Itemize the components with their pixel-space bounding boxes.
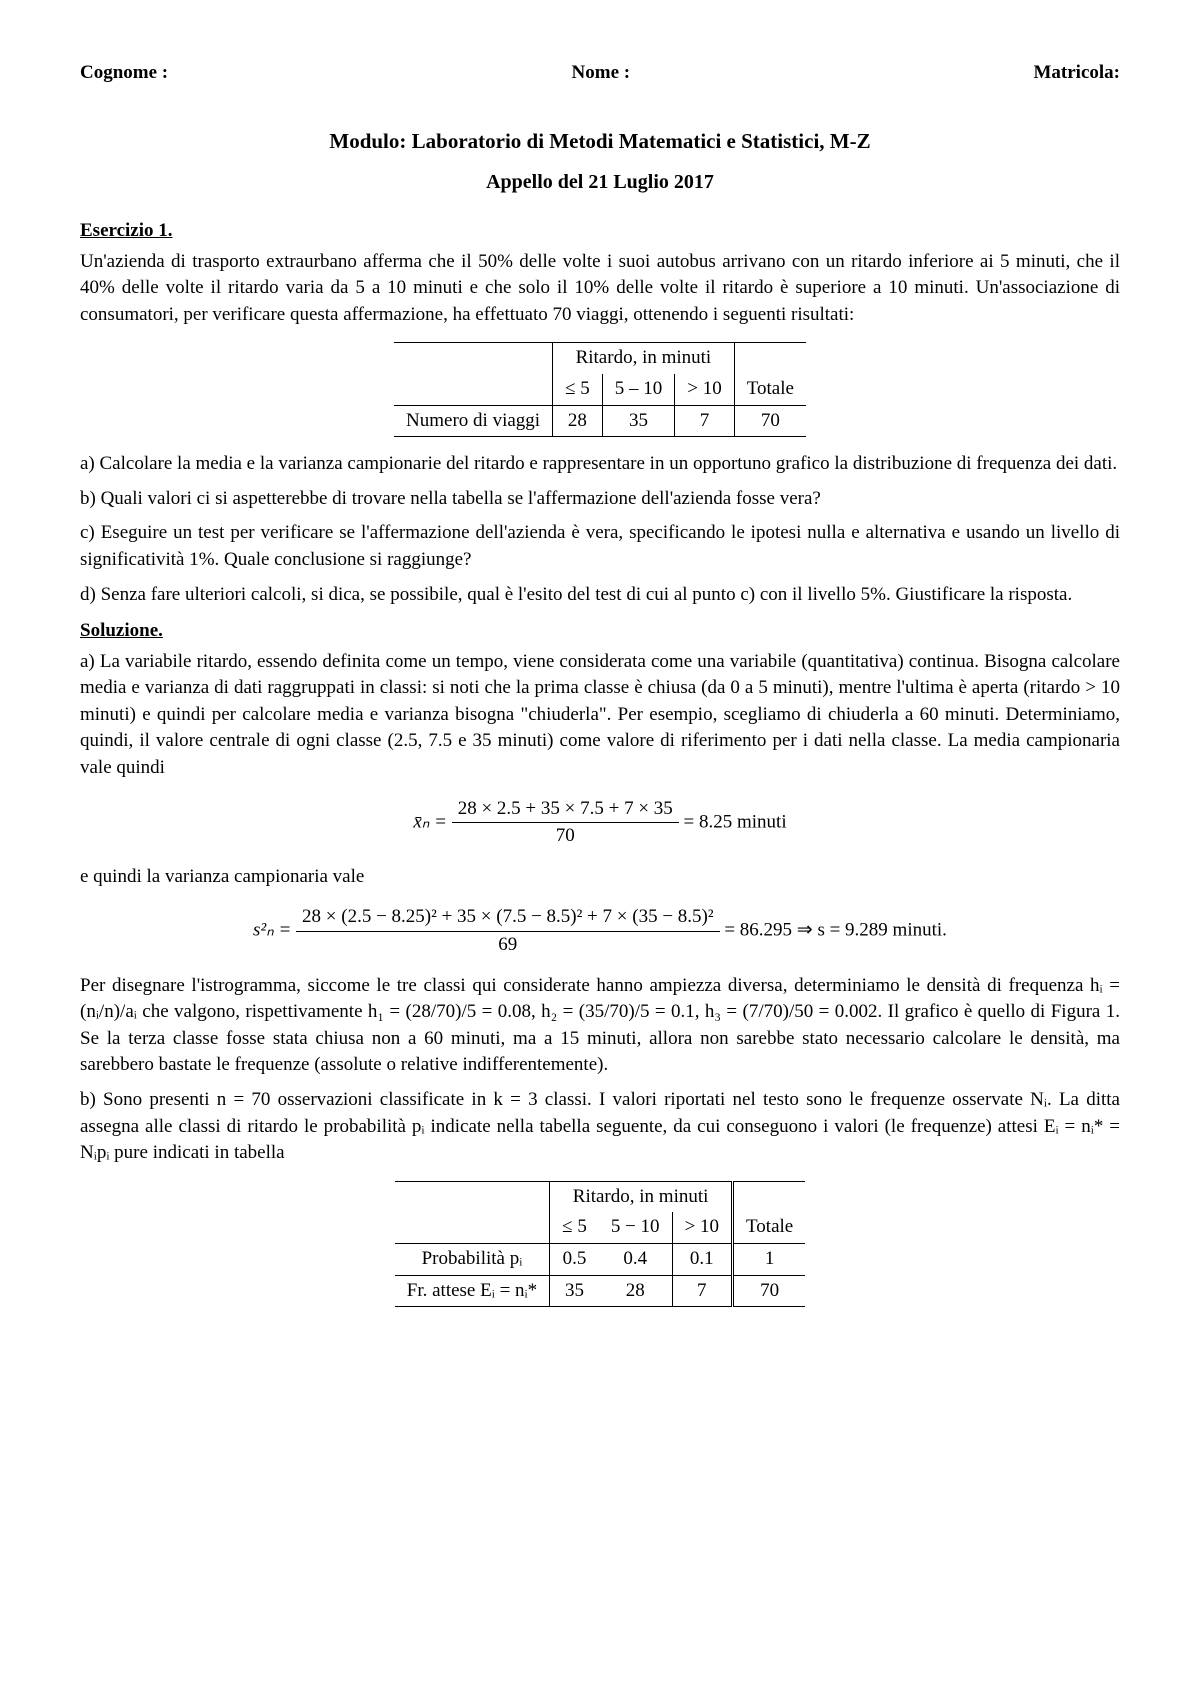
mean-rhs: = 8.25 minuti bbox=[684, 811, 787, 832]
var-rhs: = 86.295 ⇒ s = 9.289 minuti. bbox=[724, 920, 947, 941]
expected-table: Ritardo, in minuti ≤ 5 5 − 10 > 10 Total… bbox=[395, 1181, 805, 1307]
table2-r2-v3: 70 bbox=[733, 1275, 806, 1307]
table1-col1: 5 – 10 bbox=[602, 374, 675, 405]
var-lhs: s²ₙ = bbox=[253, 920, 291, 941]
question-b: b) Quali valori ci si aspetterebbe di tr… bbox=[80, 486, 1120, 513]
module-title: Modulo: Laboratorio di Metodi Matematici… bbox=[80, 127, 1120, 156]
table2-r2-v0: 35 bbox=[550, 1275, 599, 1307]
cognome-label: Cognome : bbox=[80, 60, 168, 87]
question-d: d) Senza fare ulteriori calcoli, si dica… bbox=[80, 582, 1120, 609]
var-fraction: 28 × (2.5 − 8.25)² + 35 × (7.5 − 8.5)² +… bbox=[296, 904, 720, 958]
table2-col2: > 10 bbox=[672, 1212, 732, 1243]
table2-r2-v1: 28 bbox=[599, 1275, 672, 1307]
mean-formula: x̄ₙ = 28 × 2.5 + 35 × 7.5 + 7 × 35 70 = … bbox=[80, 796, 1120, 850]
table2-top-header: Ritardo, in minuti bbox=[550, 1181, 733, 1212]
mean-num: 28 × 2.5 + 35 × 7.5 + 7 × 35 bbox=[452, 796, 679, 824]
matricola-label: Matricola: bbox=[1033, 60, 1120, 87]
table2-r1-label: Probabilità pᵢ bbox=[395, 1243, 550, 1275]
var-intro: e quindi la varianza campionaria vale bbox=[80, 864, 1120, 891]
histogram-text: Per disegnare l'istrogramma, siccome le … bbox=[80, 973, 1120, 1079]
table1-v1: 35 bbox=[602, 405, 675, 437]
exercise-intro: Un'azienda di trasporto extraurbano affe… bbox=[80, 249, 1120, 329]
exercise-heading: Esercizio 1. bbox=[80, 218, 1120, 245]
table2-col1: 5 − 10 bbox=[599, 1212, 672, 1243]
solution-b-text: b) Sono presenti n = 70 osservazioni cla… bbox=[80, 1087, 1120, 1167]
var-den: 69 bbox=[296, 932, 720, 959]
table1-v3: 70 bbox=[734, 405, 806, 437]
solution-a-text: a) La variabile ritardo, essendo definit… bbox=[80, 649, 1120, 782]
table1-col0: ≤ 5 bbox=[553, 374, 603, 405]
mean-fraction: 28 × 2.5 + 35 × 7.5 + 7 × 35 70 bbox=[452, 796, 679, 850]
nome-label: Nome : bbox=[572, 60, 631, 87]
table1-top-header: Ritardo, in minuti bbox=[553, 343, 735, 374]
table2-r1-v1: 0.4 bbox=[599, 1243, 672, 1275]
var-num: 28 × (2.5 − 8.25)² + 35 × (7.5 − 8.5)² +… bbox=[296, 904, 720, 932]
table2-col0: ≤ 5 bbox=[550, 1212, 599, 1243]
table1-col2: > 10 bbox=[675, 374, 734, 405]
table1-v0: 28 bbox=[553, 405, 603, 437]
session-title: Appello del 21 Luglio 2017 bbox=[80, 168, 1120, 196]
question-c: c) Eseguire un test per verificare se l'… bbox=[80, 520, 1120, 573]
table1-col3: Totale bbox=[734, 374, 806, 405]
var-formula: s²ₙ = 28 × (2.5 − 8.25)² + 35 × (7.5 − 8… bbox=[80, 904, 1120, 958]
table2-col3: Totale bbox=[733, 1212, 806, 1243]
table2-r1-v2: 0.1 bbox=[672, 1243, 732, 1275]
solution-a-body: a) La variabile ritardo, essendo definit… bbox=[80, 651, 1120, 778]
mean-lhs: x̄ₙ = bbox=[413, 811, 447, 832]
mean-den: 70 bbox=[452, 823, 679, 850]
observed-table: Ritardo, in minuti ≤ 5 5 – 10 > 10 Total… bbox=[394, 342, 806, 437]
student-header: Cognome : Nome : Matricola: bbox=[80, 60, 1120, 87]
question-a: a) Calcolare la media e la varianza camp… bbox=[80, 451, 1120, 478]
table1-v2: 7 bbox=[675, 405, 734, 437]
table2-r2-label: Fr. attese Eᵢ = nᵢ* bbox=[395, 1275, 550, 1307]
table2-r1-v3: 1 bbox=[733, 1243, 806, 1275]
table2-r1-v0: 0.5 bbox=[550, 1243, 599, 1275]
table1-rowlabel: Numero di viaggi bbox=[394, 405, 553, 437]
solution-heading: Soluzione. bbox=[80, 618, 1120, 645]
table2-r2-v2: 7 bbox=[672, 1275, 732, 1307]
